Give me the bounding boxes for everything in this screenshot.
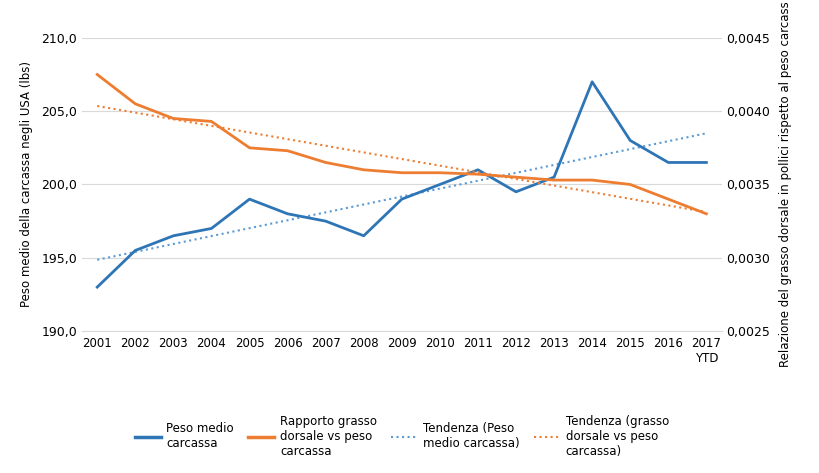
Y-axis label: Peso medio della carcassa negli USA (lbs): Peso medio della carcassa negli USA (lbs… xyxy=(20,61,33,307)
Y-axis label: Relazione del grasso dorsale in pollici rispetto al peso carcass: Relazione del grasso dorsale in pollici … xyxy=(778,1,790,368)
Legend: Peso medio
carcassa, Rapporto grasso
dorsale vs peso
carcassa, Tendenza (Peso
me: Peso medio carcassa, Rapporto grasso dor… xyxy=(129,410,673,463)
